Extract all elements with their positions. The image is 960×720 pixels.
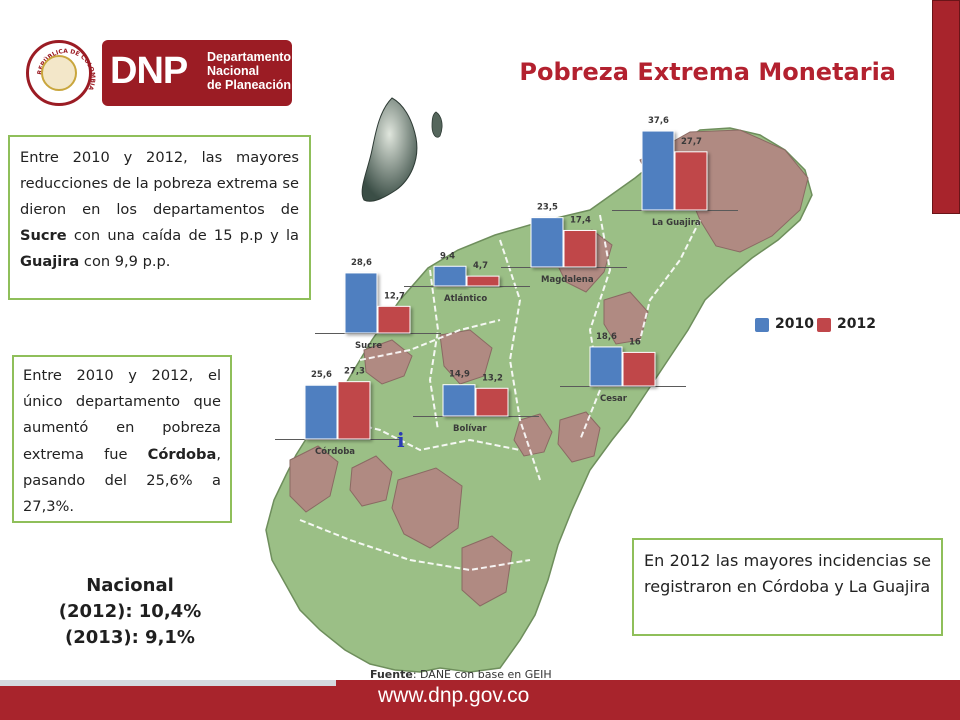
map-zone-bolivar xyxy=(439,329,493,385)
bar-2012 xyxy=(337,381,371,440)
map-zone-south xyxy=(461,535,513,607)
logo-line-2: Nacional xyxy=(207,64,260,78)
bar-value-label: 25,6 xyxy=(311,370,332,380)
dnp-logo: REPÚBLICA DE COLOMBIA DNP Departamento N… xyxy=(22,38,294,110)
bar-value-label: 13,2 xyxy=(482,373,503,383)
bar-2010 xyxy=(589,346,623,387)
info-icon: i xyxy=(397,428,405,452)
dept-chart: 23,5 17,4 Magdalena xyxy=(501,203,627,285)
bar-value-label: 28,6 xyxy=(351,258,372,268)
nacional-2012: (2012): 10,4% xyxy=(58,601,202,622)
legend-label-2012: 2012 xyxy=(837,316,876,332)
bar-value-label: 17,4 xyxy=(570,215,591,225)
colombia-seal-icon: REPÚBLICA DE COLOMBIA xyxy=(26,40,96,106)
bar-2010 xyxy=(530,217,564,268)
bar-2012 xyxy=(475,387,509,417)
logo-box xyxy=(102,40,292,106)
legend-swatch-2012 xyxy=(817,318,831,332)
bar-value-label: 12,7 xyxy=(384,291,405,301)
dept-chart: 14,9 13,2 Bolívar xyxy=(413,370,539,434)
category-label: Bolívar xyxy=(453,424,487,434)
bar-value-label: 37,6 xyxy=(648,116,669,126)
footer-strip xyxy=(0,680,336,686)
island-inset xyxy=(361,97,418,202)
note-segment: Entre 2010 y 2012, el único departamento… xyxy=(23,367,221,463)
note-segment: con 9,9 p.p. xyxy=(79,253,171,270)
bar-value-label: 4,7 xyxy=(473,261,488,271)
department-bar-charts: 37,6 27,7 La Guajira 23,5 17,4 Magdalena 9,4 4,… xyxy=(275,116,738,457)
nacional-label: Nacional xyxy=(86,575,174,596)
bar-2012 xyxy=(563,229,597,268)
note-highlight: Sucre xyxy=(20,227,67,244)
map-zone-cesar xyxy=(557,411,601,463)
bar-value-label: 14,9 xyxy=(449,370,470,380)
note-sucre-guajira: Entre 2010 y 2012, las mayores reduccion… xyxy=(8,135,311,300)
map-zone-cordoba xyxy=(289,445,339,513)
bar-2010 xyxy=(442,384,476,417)
note-segment: con una caída de 15 p.p y la xyxy=(66,227,299,244)
logo-line-3: de Planeación xyxy=(207,78,292,92)
note-cordoba: Entre 2010 y 2012, el único departamento… xyxy=(12,355,232,523)
bar-2012 xyxy=(377,305,411,334)
bar-value-label: 18,6 xyxy=(596,332,617,342)
legend-label-2010: 2010 xyxy=(775,316,814,332)
dept-chart: 9,4 4,7 Atlántico xyxy=(404,251,530,304)
map-zone-southwest xyxy=(349,455,393,507)
bar-2012 xyxy=(622,351,656,387)
note-highlight: Guajira xyxy=(20,253,80,270)
bar-value-label: 9,4 xyxy=(440,251,455,261)
category-label: Atlántico xyxy=(444,294,487,304)
note-text: Entre 2010 y 2012, las mayores reduccion… xyxy=(20,145,299,275)
bar-2010 xyxy=(433,265,467,287)
nacional-summary: Nacional (2012): 10,4% (2013): 9,1% xyxy=(30,573,230,651)
bar-value-label: 16 xyxy=(629,337,641,347)
source-text: : DANE con base en GEIH xyxy=(412,668,552,681)
bar-2010 xyxy=(304,384,338,440)
nacional-2013: (2013): 9,1% xyxy=(65,627,195,648)
dept-chart: 28,6 12,7 Sucre xyxy=(315,258,441,351)
page-title: Pobreza Extrema Monetaria xyxy=(519,58,896,86)
logo-abbr: DNP xyxy=(110,50,188,92)
note-incidencias: En 2012 las mayores incidencias se regis… xyxy=(632,538,943,636)
footer-url: www.dnp.gov.co xyxy=(378,684,530,707)
note-text: Entre 2010 y 2012, el único departamento… xyxy=(23,363,221,520)
bar-value-label: 27,7 xyxy=(681,137,702,147)
footer-bar xyxy=(0,680,960,720)
note-highlight: Córdoba xyxy=(147,445,217,463)
source-label: Fuente xyxy=(370,668,413,681)
note-segment: Entre 2010 y 2012, las mayores reduccion… xyxy=(20,149,299,218)
bar-2012 xyxy=(674,151,708,211)
map-zone-center xyxy=(391,467,463,549)
source-note: Fuente: DANE con base en GEIH xyxy=(370,668,552,681)
island-inset-small xyxy=(431,111,443,138)
dept-chart: 25,6 27,3 Córdoba xyxy=(275,367,401,457)
category-label: Córdoba xyxy=(315,446,355,457)
note-text: En 2012 las mayores incidencias se regis… xyxy=(644,548,931,600)
logo-line-1: Departamento xyxy=(207,50,292,64)
bar-2012 xyxy=(466,275,500,287)
note-segment: , pasando del 25,6% a 27,3%. xyxy=(23,445,221,516)
bar-2010 xyxy=(344,272,378,334)
bar-2010 xyxy=(641,130,675,211)
dept-chart: 18,6 16 Cesar xyxy=(560,332,686,404)
category-label: Sucre xyxy=(355,341,382,351)
map-zone-mid xyxy=(513,413,553,457)
note-segment: En 2012 las mayores incidencias se regis… xyxy=(644,551,931,596)
bar-value-label: 27,3 xyxy=(344,367,365,377)
legend-swatch-2010 xyxy=(755,318,769,332)
bar-value-label: 23,5 xyxy=(537,203,558,213)
category-label: Magdalena xyxy=(541,275,594,285)
accent-bar xyxy=(932,0,960,214)
category-label: Cesar xyxy=(600,394,628,404)
dept-chart: 37,6 27,7 La Guajira xyxy=(612,116,738,228)
category-label: La Guajira xyxy=(652,218,701,228)
